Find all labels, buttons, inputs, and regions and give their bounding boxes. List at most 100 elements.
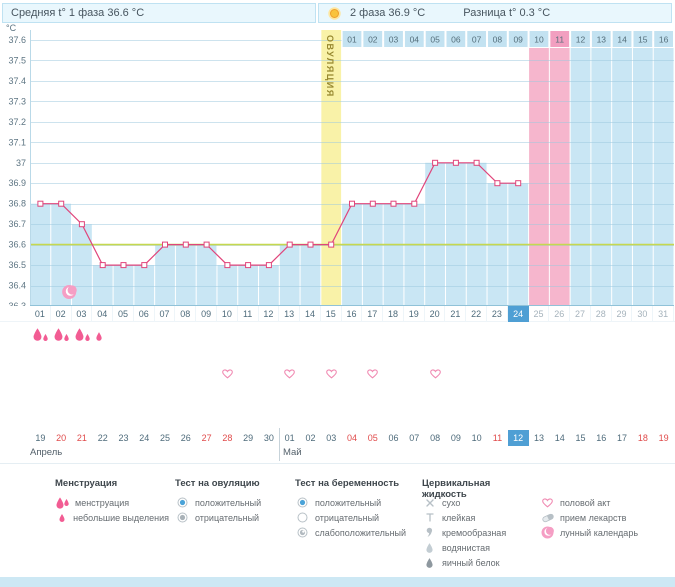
calendar-date-cell[interactable]: 01 <box>284 433 295 443</box>
cycle-day-cell[interactable]: 04 <box>92 306 114 322</box>
bbt-chart[interactable]: 37.6 37.5 37.4 37.3 37.2 37.1 37 36.9 36.8 36.7 36… <box>0 30 675 306</box>
cycle-day-cell[interactable]: 02 <box>51 306 72 322</box>
legend-item: сухо <box>422 495 534 510</box>
calendar-date-cell[interactable]: 06 <box>388 433 399 443</box>
cycle-day-cell[interactable]: 22 <box>466 306 488 322</box>
calendar-date-cell[interactable]: 17 <box>617 433 628 443</box>
cycle-day-cell[interactable]: 09 <box>196 306 217 322</box>
y-tick-label: 36.6 <box>8 240 26 250</box>
day-column-22[interactable] <box>466 162 487 306</box>
day-column-18[interactable] <box>383 203 404 306</box>
calendar-date-cell[interactable]: 02 <box>305 433 316 443</box>
calendar-date-cell[interactable]: 25 <box>160 433 171 443</box>
day-column-26[interactable] <box>549 30 570 306</box>
cycle-day-cell[interactable]: 06 <box>134 306 155 322</box>
day-column-11[interactable] <box>238 265 259 306</box>
calendar-date-cell[interactable]: 14 <box>554 433 565 443</box>
intercourse-mark <box>325 369 337 379</box>
cycle-day-cell[interactable]: 15 <box>321 306 342 322</box>
calendar-date-cell[interactable]: 29 <box>243 433 254 443</box>
calendar-date-cell[interactable]: 16 <box>596 433 607 443</box>
legend-item: кремообразная <box>422 525 534 540</box>
drop-dark-icon <box>422 557 437 568</box>
cycle-day-cell[interactable]: 17 <box>362 306 384 322</box>
calendar-date-cell[interactable]: 12 <box>507 430 529 446</box>
dpo-label: 05 <box>430 35 440 45</box>
calendar-date-cell[interactable]: 19 <box>35 433 46 443</box>
cycle-day-cell[interactable]: 26 <box>549 306 571 322</box>
cycle-day-cell[interactable]: 23 <box>487 306 508 322</box>
calendar-date-cell[interactable]: 03 <box>326 433 337 443</box>
day-column-1[interactable] <box>30 203 51 306</box>
calendar-date-cell[interactable]: 22 <box>97 433 108 443</box>
day-column-15[interactable] <box>321 30 342 306</box>
day-column-9[interactable] <box>196 244 217 306</box>
day-column-16[interactable] <box>342 203 362 306</box>
calendar-date-cell[interactable]: 30 <box>263 433 274 443</box>
calendar-date-cell[interactable]: 23 <box>118 433 129 443</box>
cycle-day-cell[interactable]: 05 <box>113 306 134 322</box>
cycle-day-cell[interactable]: 21 <box>445 306 467 322</box>
day-column-17[interactable] <box>362 203 383 306</box>
temperature-point <box>473 159 480 166</box>
day-column-29[interactable] <box>612 30 632 306</box>
cycle-day-cell[interactable]: 28 <box>591 306 612 322</box>
day-column-4[interactable] <box>92 265 113 306</box>
cycle-day-cell[interactable]: 11 <box>238 306 259 322</box>
cycle-day-cell[interactable]: 19 <box>404 306 425 322</box>
calendar-date-cell[interactable]: 21 <box>76 433 87 443</box>
calendar-date-cell[interactable]: 27 <box>201 433 212 443</box>
day-column-2[interactable] <box>51 203 72 306</box>
day-column-7[interactable] <box>155 244 175 306</box>
day-column-30[interactable] <box>632 30 653 306</box>
cycle-day-cell[interactable]: 12 <box>259 306 280 322</box>
cycle-day-cell[interactable]: 13 <box>279 306 301 322</box>
cycle-day-cell[interactable]: 01 <box>30 306 51 322</box>
cycle-day-cell[interactable]: 14 <box>300 306 321 322</box>
day-column-8[interactable] <box>175 244 196 306</box>
calendar-date-cell[interactable]: 15 <box>575 433 586 443</box>
calendar-date-cell[interactable]: 07 <box>409 433 420 443</box>
calendar-date-cell[interactable]: 13 <box>533 433 544 443</box>
calendar-date-cell[interactable]: 04 <box>346 433 357 443</box>
cycle-day-cell[interactable]: 18 <box>383 306 404 322</box>
cycle-day-cell[interactable]: 16 <box>342 306 363 322</box>
temperature-line <box>40 162 519 266</box>
day-column-25[interactable] <box>529 30 549 306</box>
day-column-5[interactable] <box>113 265 134 306</box>
cycle-day-cell[interactable]: 03 <box>72 306 93 322</box>
calendar-date-cell[interactable]: 26 <box>180 433 191 443</box>
calendar-date-cell[interactable]: 18 <box>637 433 648 443</box>
day-column-21[interactable] <box>445 162 466 306</box>
temperature-point <box>224 262 231 269</box>
calendar-date-cell[interactable]: 09 <box>450 433 461 443</box>
calendar-date-cell[interactable]: 10 <box>471 433 482 443</box>
cycle-day-cell[interactable]: 07 <box>155 306 176 322</box>
calendar-date-cell[interactable]: 24 <box>139 433 150 443</box>
cycle-day-cell[interactable]: 24 <box>507 306 529 322</box>
calendar-date-cell[interactable]: 11 <box>492 433 503 443</box>
cycle-day-cell[interactable]: 31 <box>653 306 674 322</box>
day-column-20[interactable] <box>425 162 445 306</box>
cycle-day-cell[interactable]: 20 <box>425 306 446 322</box>
cycle-day-cell[interactable]: 10 <box>217 306 238 322</box>
day-column-13[interactable] <box>279 244 300 306</box>
cycle-day-cell[interactable]: 29 <box>612 306 633 322</box>
day-column-31[interactable] <box>653 30 674 306</box>
calendar-date-cell[interactable]: 20 <box>56 433 67 443</box>
calendar-date-cell[interactable]: 19 <box>658 433 669 443</box>
calendar-date-cell[interactable]: 08 <box>430 433 441 443</box>
day-column-10[interactable] <box>217 265 238 306</box>
day-column-27[interactable] <box>570 30 591 306</box>
calendar-date-cell[interactable]: 28 <box>222 433 233 443</box>
cycle-day-cell[interactable]: 30 <box>632 306 654 322</box>
day-column-14[interactable] <box>300 244 321 306</box>
cycle-day-cell[interactable]: 27 <box>570 306 591 322</box>
calendar-date-cell[interactable]: 05 <box>367 433 378 443</box>
cycle-day-cell[interactable]: 25 <box>529 306 550 322</box>
day-column-12[interactable] <box>259 265 279 306</box>
day-column-28[interactable] <box>591 30 612 306</box>
day-column-6[interactable] <box>134 265 155 306</box>
day-column-19[interactable] <box>404 203 425 306</box>
cycle-day-cell[interactable]: 08 <box>175 306 197 322</box>
